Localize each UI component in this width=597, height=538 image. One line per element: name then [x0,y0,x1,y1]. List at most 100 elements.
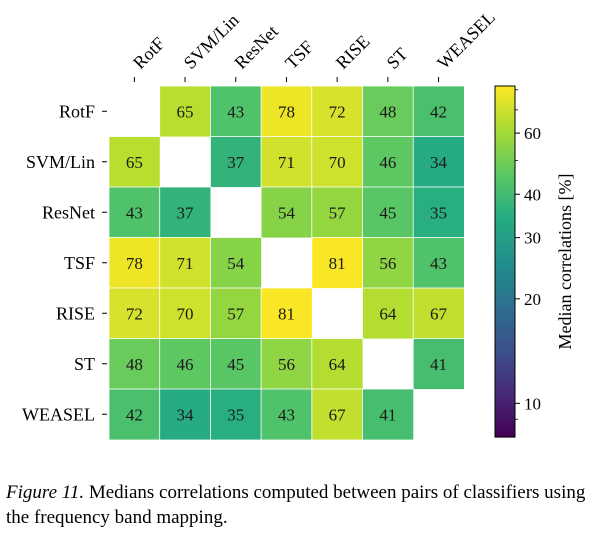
heatmap-cell [260,85,313,138]
colorbar-segment [495,249,515,254]
cell-value-label: 35 [227,405,244,424]
colorbar-segment [495,182,515,187]
colorbar-tick-label: 20 [524,290,541,309]
cell-value-label: 34 [430,153,448,172]
colorbar-segment [495,358,515,362]
colorbar-segment [495,220,515,225]
colorbar-segment [495,384,515,388]
colorbar-segment [495,229,515,233]
colorbar-segment [495,299,515,304]
cell-value-label: 42 [126,405,143,424]
row-label-rotf: RotF [59,101,95,121]
heatmap-cell [108,237,161,289]
heatmap-cell [209,136,262,188]
colorbar-segment [495,205,515,210]
figure-caption: Figure 11. Medians correlations computed… [6,480,591,530]
colorbar-segment [495,188,515,192]
colorbar-segment [495,100,515,105]
cell-value-label: 56 [379,254,396,273]
cell-value-label: 37 [227,153,245,172]
colorbar-segment [495,176,515,181]
colorbar-segment [495,325,515,330]
cell-value-label: 41 [379,405,396,424]
cell-value-label: 56 [278,355,295,374]
colorbar-segment [495,293,515,298]
row-label-st: ST [74,354,95,374]
colorbar-segment [495,132,515,137]
colorbar-segment [495,387,515,391]
colorbar-segment [495,144,515,149]
cell-value-label: 34 [177,405,195,424]
cell-value-label: 70 [329,153,346,172]
column-label-svm-lin: SVM/Lin [180,10,243,73]
colorbar-segment [495,162,515,166]
cell-value-label: 71 [177,254,194,273]
colorbar-segment [495,305,515,309]
heatmap-cell [159,85,212,138]
colorbar-segment [495,226,515,230]
colorbar-tick-label: 10 [524,394,541,413]
cell-value-label: 35 [430,203,447,222]
column-label-tsf: TSF [281,37,317,73]
cell-value-label: 78 [278,102,295,121]
cell-value-label: 54 [278,203,296,222]
heatmap-cell [209,287,262,340]
column-label-weasel: WEASEL [433,7,499,73]
colorbar-segment [495,126,515,131]
colorbar-segment [495,241,515,245]
heatmap-cell [159,186,212,239]
colorbar-segment [495,375,515,380]
row-label-weasel: WEASEL [22,404,95,424]
heatmap-cell [209,85,262,138]
colorbar-segment [495,243,515,248]
colorbar-segment [495,334,515,339]
colorbar-segment [495,296,515,301]
colorbar-tick-label: 30 [524,229,541,248]
heatmap-cell [412,186,465,239]
colorbar-segment [495,106,515,110]
colorbar-segment [495,129,515,134]
cell-value-label: 70 [177,304,194,323]
colorbar-segment [495,261,515,266]
colorbar-tick-label: 60 [524,124,541,143]
colorbar-segment [495,290,515,295]
colorbar-segment [495,322,515,327]
colorbar-segment [495,281,515,286]
heatmap-cell [412,136,465,188]
cell-value-label: 48 [379,102,396,121]
colorbar-segment [495,141,515,146]
heatmap-cell [260,388,313,441]
colorbar-segment [495,121,515,125]
cell-value-label: 78 [126,254,143,273]
cell-value-label: 54 [227,254,245,273]
colorbar-segment [495,211,515,216]
row-label-svm-lin: SVM/Lin [26,152,95,172]
colorbar-tick-label: 40 [524,185,541,204]
colorbar-segment [495,401,515,406]
cell-value-label: 45 [227,355,244,374]
caption-text: Medians correlations computed between pa… [6,482,586,528]
colorbar-segment [495,179,515,184]
colorbar-segment [495,194,515,198]
cell-value-label: 71 [278,153,295,172]
colorbar-segment [495,112,515,116]
colorbar-segment [495,343,515,347]
colorbar-segment [495,434,515,438]
colorbar-segment [495,115,515,119]
colorbar-segment [495,197,515,201]
colorbar-segment [495,86,515,90]
colorbar-segment [495,91,515,96]
heatmap-cell [159,237,212,289]
colorbar-segment [495,124,515,128]
heatmap-cell [362,186,415,239]
colorbar-segment [495,156,515,160]
colorbar-segment [495,349,515,353]
colorbar-segment [495,428,515,432]
cell-value-label: 65 [126,153,143,172]
colorbar-segment [495,369,515,374]
colorbar-segment [495,422,515,426]
heatmap-cell [362,237,415,289]
colorbar-segment [495,314,515,318]
heatmap-cell [108,338,161,390]
caption-label: Figure 11. [6,482,85,503]
